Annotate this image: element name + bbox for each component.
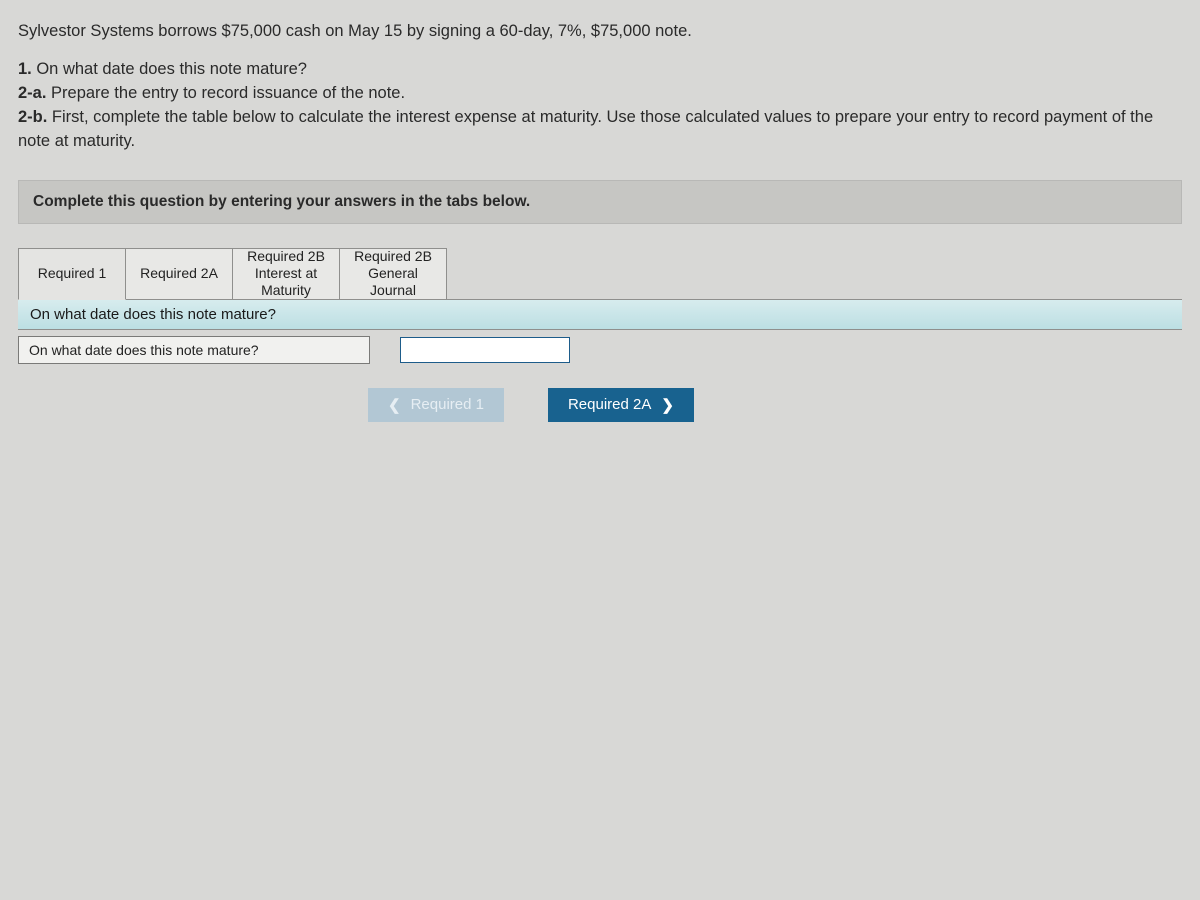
prev-button-label: Required 1 xyxy=(411,396,484,413)
answer-row: On what date does this note mature? xyxy=(18,336,1182,364)
problem-intro: Sylvestor Systems borrows $75,000 cash o… xyxy=(18,20,1182,44)
tab-label: Required 1 xyxy=(27,265,117,282)
maturity-date-input[interactable] xyxy=(400,337,570,363)
nav-buttons: ❮ Required 1 Required 2A ❯ xyxy=(368,388,1182,422)
chevron-right-icon: ❯ xyxy=(661,396,674,414)
chevron-left-icon: ❮ xyxy=(388,396,401,414)
question-2b: 2-b. First, complete the table below to … xyxy=(18,106,1182,154)
tab-label-line2: Interest at xyxy=(241,265,331,282)
tab-required-2b-interest[interactable]: Required 2B Interest at Maturity xyxy=(232,248,340,300)
tab-subtitle: On what date does this note mature? xyxy=(18,299,1182,330)
prev-button[interactable]: ❮ Required 1 xyxy=(368,388,504,422)
question-2a: 2-a. Prepare the entry to record issuanc… xyxy=(18,82,1182,106)
instruction-bar: Complete this question by entering your … xyxy=(18,180,1182,224)
tab-required-1[interactable]: Required 1 xyxy=(18,248,126,300)
answer-label: On what date does this note mature? xyxy=(18,336,370,364)
tab-label-line2: General xyxy=(348,265,438,282)
tabs-row: Required 1 Required 2A Required 2B Inter… xyxy=(18,248,1182,300)
next-button-label: Required 2A xyxy=(568,396,651,413)
next-button[interactable]: Required 2A ❯ xyxy=(548,388,694,422)
problem-statement: Sylvestor Systems borrows $75,000 cash o… xyxy=(18,20,1182,154)
tab-required-2a[interactable]: Required 2A xyxy=(125,248,233,300)
tab-label-line1: Required 2B xyxy=(348,248,438,265)
tab-label-line3: Journal xyxy=(348,282,438,299)
question-1: 1. On what date does this note mature? xyxy=(18,58,1182,82)
tab-label-line3: Maturity xyxy=(241,282,331,299)
tab-label-line1: Required 2B xyxy=(241,248,331,265)
tab-required-2b-journal[interactable]: Required 2B General Journal xyxy=(339,248,447,300)
tab-label: Required 2A xyxy=(134,265,224,282)
